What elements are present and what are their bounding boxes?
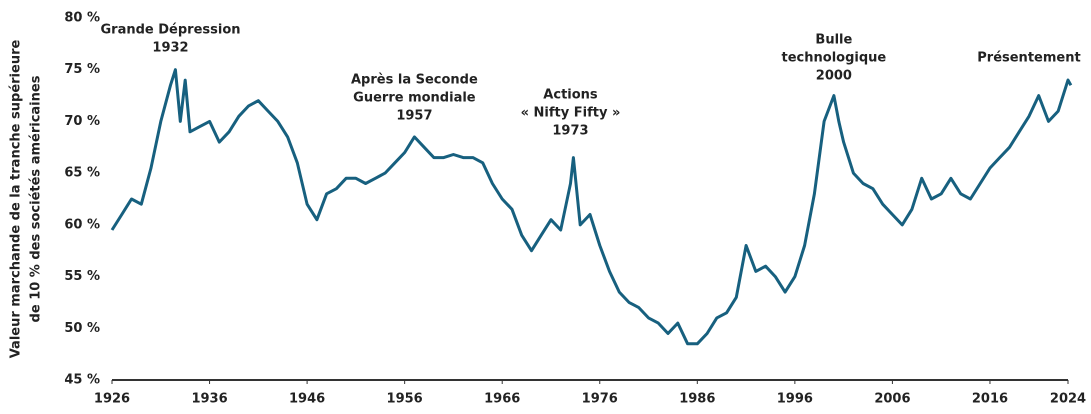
annotation: « Nifty Fifty »: [521, 106, 621, 121]
annotation: technologique: [782, 51, 887, 66]
annotation: 1957: [396, 109, 432, 124]
x-tick-label: 1976: [582, 392, 618, 407]
line-series: [110, 68, 1073, 346]
annotation: 1932: [152, 41, 188, 56]
annotation: Bulle: [815, 33, 852, 48]
x-tick-label: 1956: [387, 392, 423, 407]
y-axis-label: de 10 % des sociétés américaines: [29, 75, 44, 322]
x-tick-label: 1996: [777, 392, 813, 407]
x-tick-label: 1936: [191, 392, 227, 407]
annotation: 1973: [552, 124, 588, 139]
x-tick-label: 1946: [289, 392, 325, 407]
annotation: Grande Dépression: [101, 23, 241, 38]
y-tick-label: 80 %: [64, 11, 100, 26]
y-axis-label: Valeur marchande de la tranche supérieur…: [9, 40, 24, 359]
y-tick-label: 50 %: [64, 321, 100, 336]
annotation: Guerre mondiale: [353, 91, 476, 106]
x-tick-label: 1986: [679, 392, 715, 407]
x-tick-label: 1926: [94, 392, 130, 407]
annotation: Actions: [543, 88, 598, 103]
y-tick-label: 55 %: [64, 269, 100, 284]
y-tick-label: 60 %: [64, 217, 100, 232]
x-tick-label: 2016: [972, 392, 1008, 407]
y-tick-label: 65 %: [64, 166, 100, 181]
annotation: 2000: [816, 69, 852, 84]
x-tick-label: 1966: [484, 392, 520, 407]
y-tick-label: 75 %: [64, 62, 100, 77]
y-tick-label: 45 %: [64, 373, 100, 388]
annotation: Après la Seconde: [351, 73, 478, 88]
y-tick-label: 70 %: [64, 114, 100, 129]
x-tick-label: 2024: [1050, 392, 1086, 407]
x-tick-label: 2006: [874, 392, 910, 407]
annotation: Présentement: [977, 51, 1080, 66]
